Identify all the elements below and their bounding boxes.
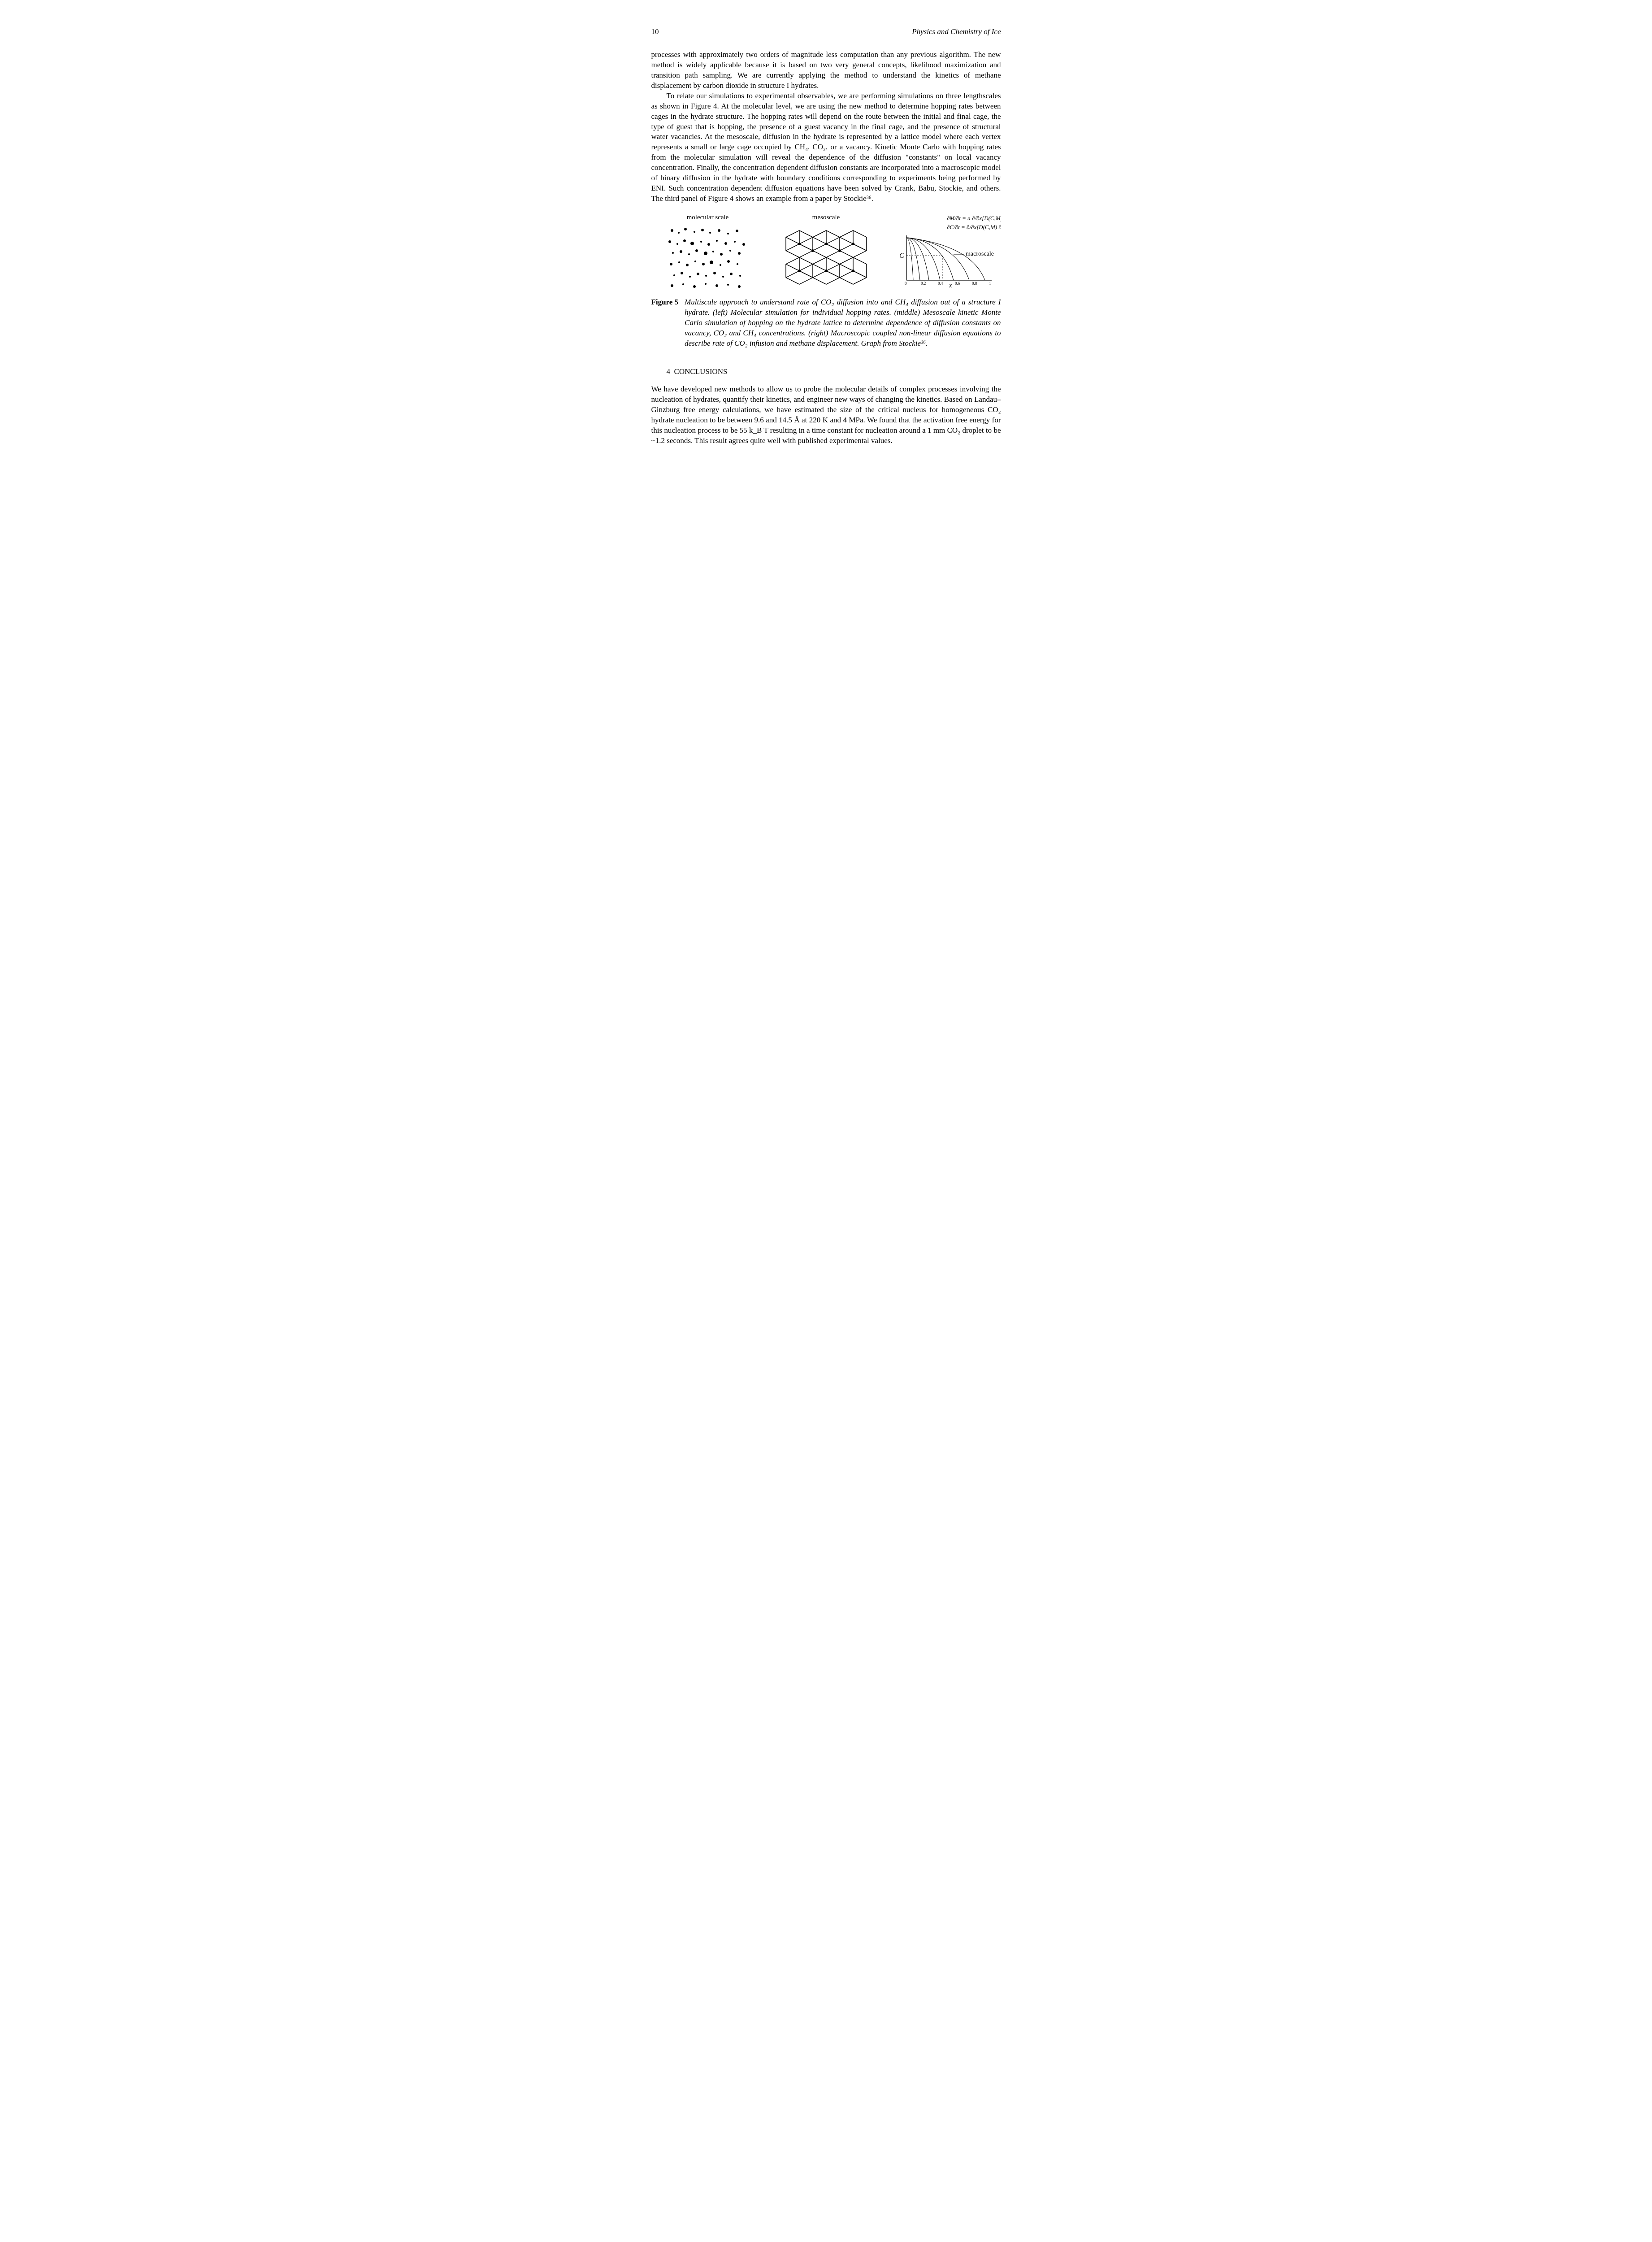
panel-title-mesoscale: mesoscale <box>770 213 883 222</box>
section-title: CONCLUSIONS <box>674 367 728 376</box>
svg-text:0.2: 0.2 <box>921 281 926 286</box>
section-heading-conclusions: 4 CONCLUSIONS <box>667 367 1001 377</box>
axis-x-label: x <box>949 282 952 289</box>
mesoscale-lattice-svg <box>777 224 876 291</box>
figure-caption: Figure 5 Multiscale approach to understa… <box>651 297 1001 349</box>
svg-text:0.8: 0.8 <box>972 281 977 286</box>
figure-caption-text: Multiscale approach to understand rate o… <box>685 297 1001 349</box>
figure-panel-molecular: molecular scale <box>651 213 764 291</box>
equation-1: ∂M/∂t = a ∂/∂x[D(C,M) ∂M/∂x] <box>947 215 1001 222</box>
svg-text:1: 1 <box>989 281 991 286</box>
axis-c-label: C <box>899 252 904 260</box>
macroscale-plot-svg: ∂M/∂t = a ∂/∂x[D(C,M) ∂M/∂x] ∂C/∂t = ∂/∂… <box>889 213 1001 289</box>
running-title: Physics and Chemistry of Ice <box>912 27 1001 37</box>
body-paragraph-2: To relate our simulations to experimenta… <box>651 91 1001 204</box>
equation-2: ∂C/∂t = ∂/∂x[D(C,M) ∂C/∂x] <box>947 224 1001 230</box>
page-number: 10 <box>651 27 659 37</box>
figure-label: Figure 5 <box>651 297 679 349</box>
body-paragraph-3: We have developed new methods to allow u… <box>651 384 1001 446</box>
panel-title-macroscale: macroscale <box>966 251 994 257</box>
figure-panel-macroscale: ∂M/∂t = a ∂/∂x[D(C,M) ∂M/∂x] ∂C/∂t = ∂/∂… <box>888 213 1001 289</box>
figure-panels: molecular scale <box>651 213 1001 291</box>
panel-title-molecular: molecular scale <box>651 213 764 222</box>
section-number: 4 <box>667 367 671 376</box>
figure-panel-mesoscale: mesoscale <box>770 213 883 291</box>
svg-text:0: 0 <box>905 281 907 286</box>
body-paragraph-1: processes with approximately two orders … <box>651 50 1001 91</box>
page-header: 10 Physics and Chemistry of Ice <box>651 27 1001 37</box>
molecular-scale-svg <box>663 224 753 291</box>
svg-text:0.6: 0.6 <box>955 281 960 286</box>
svg-text:0.4: 0.4 <box>938 281 943 286</box>
